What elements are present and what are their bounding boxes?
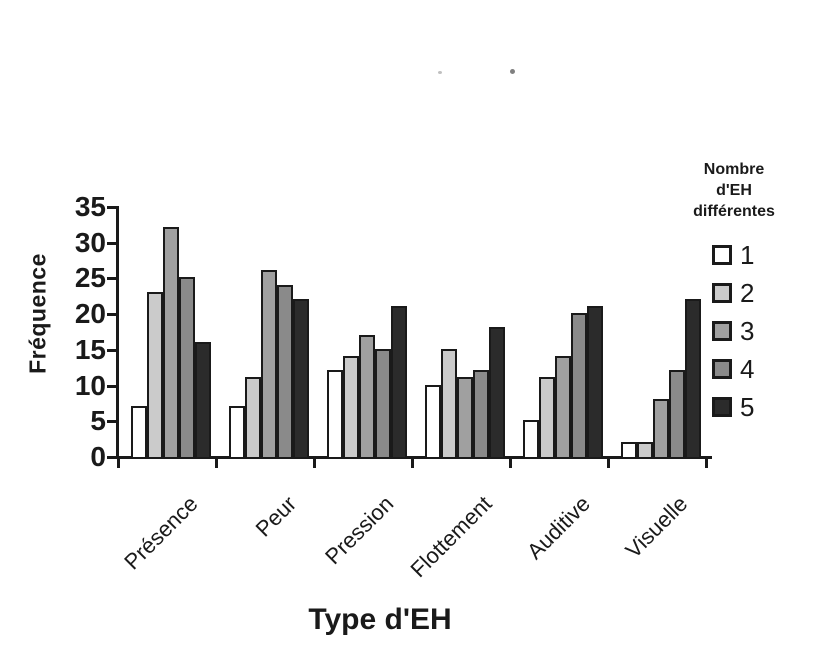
bar-visuelle-series-5: [685, 299, 701, 459]
x-category-label-visuelle: Visuelle: [620, 491, 693, 563]
bar-peur-series-4: [277, 285, 293, 459]
legend-item-label: 4: [740, 354, 755, 385]
bar-présence-series-2: [147, 292, 163, 459]
scan-artifact-dot: [438, 71, 442, 74]
legend-item-2: 2: [712, 274, 788, 312]
legend-item-label: 2: [740, 278, 755, 309]
bar-auditive-series-1: [523, 420, 539, 459]
x-tick: [607, 459, 610, 468]
y-tick: [107, 277, 117, 281]
legend-item-label: 3: [740, 316, 755, 347]
legend-item-3: 3: [712, 312, 788, 350]
x-category-label-présence: Présence: [119, 491, 203, 575]
x-category-label-peur: Peur: [250, 491, 301, 542]
y-tick: [107, 206, 117, 209]
legend-item-label: 5: [740, 392, 755, 423]
y-tick-label: 0: [90, 441, 106, 472]
y-tick: [107, 420, 117, 424]
bar-visuelle-series-4: [669, 370, 685, 459]
x-tick: [313, 459, 316, 468]
bar-auditive-series-4: [571, 313, 587, 459]
bar-visuelle-series-1: [621, 442, 637, 459]
y-tick-label: 10: [74, 369, 106, 401]
bar-flottement-series-1: [425, 385, 441, 459]
bar-pression-series-5: [391, 306, 407, 459]
bar-flottement-series-2: [441, 349, 457, 459]
legend-swatch-icon: [712, 359, 732, 380]
y-axis-line: [116, 206, 119, 459]
legend-swatch-icon: [712, 321, 732, 342]
bar-auditive-series-3: [555, 356, 571, 459]
y-tick: [107, 241, 117, 245]
bar-peur-series-5: [293, 299, 309, 459]
bar-présence-series-3: [163, 227, 179, 459]
legend-swatch-icon: [712, 283, 732, 304]
legend: Nombre d'EH différentes 1 2 3 4 5: [688, 160, 788, 426]
y-tick-label: 15: [74, 333, 106, 365]
x-category-label-auditive: Auditive: [521, 491, 595, 565]
y-tick-label: 30: [74, 226, 106, 258]
legend-items: 1 2 3 4 5: [712, 236, 788, 426]
legend-title: Nombre d'EH différentes: [693, 161, 775, 220]
x-axis-title: Type d'EH: [308, 603, 452, 636]
bar-peur-series-1: [229, 406, 245, 459]
y-tick-label: 5: [90, 405, 106, 437]
scan-artifact-dot: [510, 69, 515, 74]
bar-peur-series-2: [245, 377, 261, 459]
bar-visuelle-series-3: [653, 399, 669, 459]
y-tick-label: 20: [74, 298, 106, 330]
legend-item-4: 4: [712, 350, 788, 388]
y-tick: [107, 348, 117, 352]
legend-swatch-icon: [712, 397, 732, 418]
x-tick: [509, 459, 512, 468]
x-tick: [411, 459, 414, 468]
bar-pression-series-3: [359, 335, 375, 459]
x-tick: [117, 459, 120, 468]
y-tick: [107, 313, 117, 317]
legend-item-label: 1: [740, 240, 755, 271]
bar-peur-series-3: [261, 270, 277, 459]
legend-swatch-icon: [712, 245, 732, 266]
bar-auditive-series-5: [587, 306, 603, 459]
bar-visuelle-series-2: [637, 442, 653, 459]
bar-présence-series-1: [131, 406, 147, 459]
x-axis-line: [116, 456, 712, 459]
bar-présence-series-5: [195, 342, 211, 459]
x-tick: [705, 459, 708, 468]
y-tick-label: 25: [74, 262, 106, 294]
x-tick: [215, 459, 218, 468]
bar-auditive-series-2: [539, 377, 555, 459]
x-category-label-pression: Pression: [320, 491, 399, 570]
bar-présence-series-4: [179, 277, 195, 459]
bar-flottement-series-5: [489, 327, 505, 459]
x-category-label-flottement: Flottement: [405, 491, 497, 583]
bar-flottement-series-3: [457, 377, 473, 459]
legend-item-5: 5: [712, 388, 788, 426]
bar-pression-series-2: [343, 356, 359, 459]
y-tick-label: 35: [74, 191, 106, 222]
y-tick: [107, 456, 117, 459]
bar-flottement-series-4: [473, 370, 489, 459]
y-tick: [107, 384, 117, 388]
bar-pression-series-4: [375, 349, 391, 459]
bar-pression-series-1: [327, 370, 343, 459]
legend-item-1: 1: [712, 236, 788, 274]
